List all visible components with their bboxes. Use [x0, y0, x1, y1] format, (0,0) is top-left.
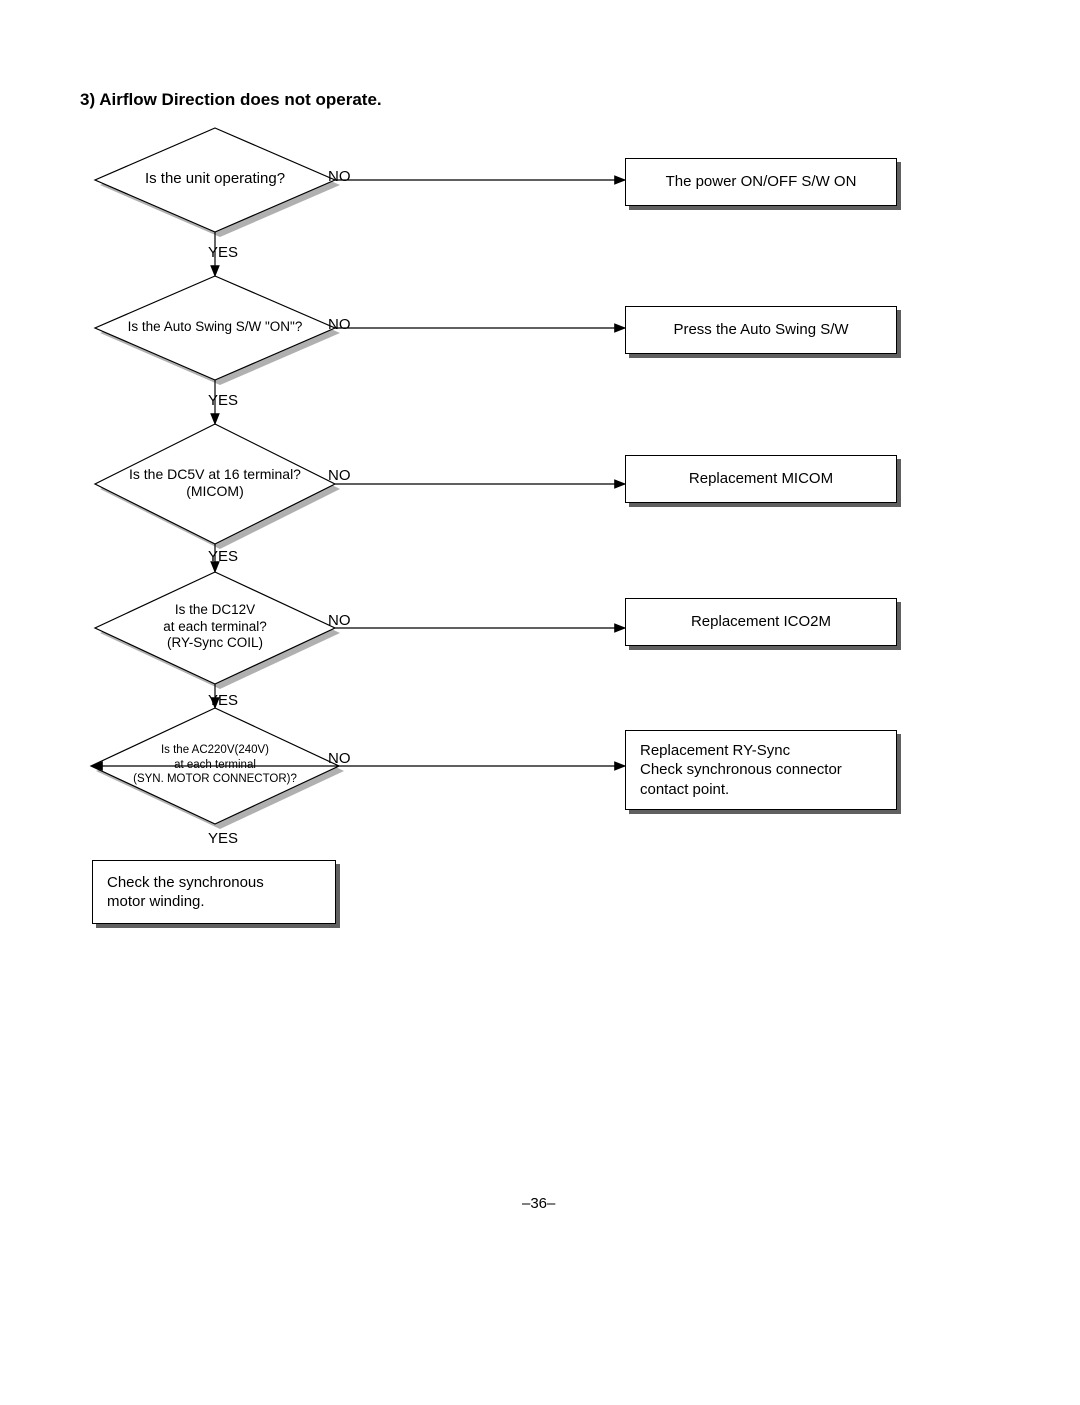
edge-label-d4-r4: NO — [328, 612, 351, 629]
edge-label-d5-r6: YES — [208, 830, 238, 847]
action-box-r5: Replacement RY-SyncCheck synchronous con… — [625, 730, 897, 810]
action-box-r1: The power ON/OFF S/W ON — [625, 158, 897, 206]
edge-label-d4-d5: YES — [208, 692, 238, 709]
action-box-r2: Press the Auto Swing S/W — [625, 306, 897, 354]
action-box-r3: Replacement MICOM — [625, 455, 897, 503]
edge-label-d1-r1: NO — [328, 168, 351, 185]
edge-label-d5-r5: NO — [328, 750, 351, 767]
decision-text-d2: Is the Auto Swing S/W "ON"? — [103, 319, 327, 336]
edge-label-d1-d2: YES — [208, 244, 238, 261]
action-box-r4: Replacement ICO2M — [625, 598, 897, 646]
decision-text-d5: Is the AC220V(240V)at each terminal(SYN.… — [99, 743, 331, 786]
edge-label-d2-r2: NO — [328, 316, 351, 333]
edge-label-d2-d3: YES — [208, 392, 238, 409]
action-box-r6: Check the synchronousmotor winding. — [92, 860, 336, 924]
edge-label-d3-r3: NO — [328, 467, 351, 484]
section-title: 3) Airflow Direction does not operate. — [80, 90, 382, 110]
decision-text-d3: Is the DC5V at 16 terminal?(MICOM) — [103, 466, 327, 501]
page-number: –36– — [522, 1195, 555, 1212]
edge-label-d3-d4: YES — [208, 548, 238, 565]
decision-text-d4: Is the DC12Vat each terminal?(RY-Sync CO… — [103, 602, 327, 653]
decision-text-d1: Is the unit operating? — [103, 170, 327, 189]
